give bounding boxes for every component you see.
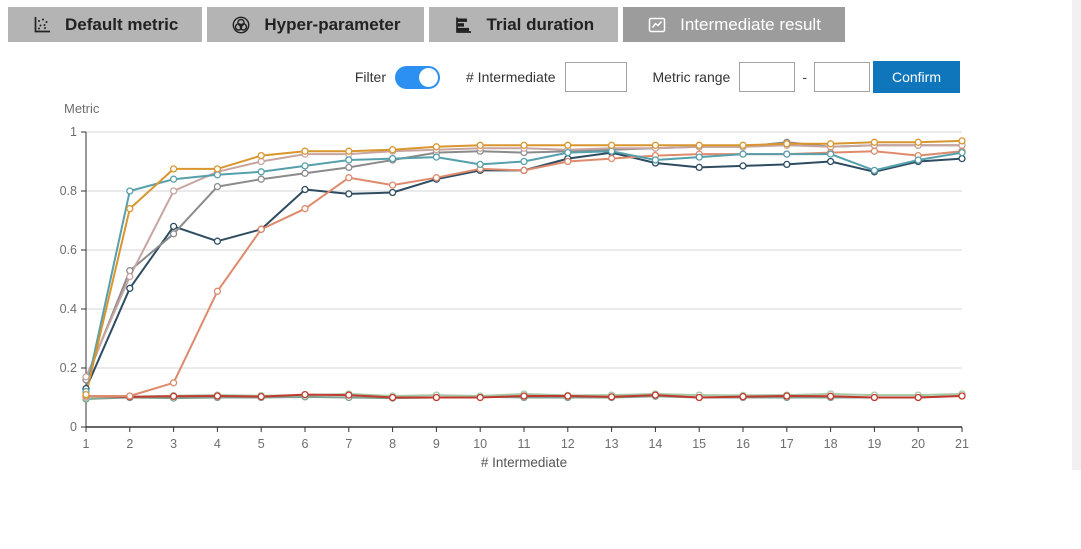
svg-text:11: 11 — [518, 437, 531, 451]
svg-text:5: 5 — [258, 437, 265, 451]
svg-text:0.8: 0.8 — [60, 184, 77, 198]
svg-text:# Intermediate: # Intermediate — [481, 455, 567, 470]
svg-text:20: 20 — [911, 437, 925, 451]
tab-label: Default metric — [65, 14, 179, 34]
metric-range-max-input[interactable] — [813, 62, 870, 92]
svg-text:4: 4 — [214, 437, 221, 451]
svg-text:16: 16 — [736, 437, 750, 451]
tab-label: Trial duration — [486, 14, 595, 34]
tab-bar: Default metric Hyper-parameter Trial durat… — [8, 7, 845, 42]
scatter-chart-icon — [32, 15, 52, 35]
svg-text:0.2: 0.2 — [60, 361, 77, 375]
filter-toggle[interactable] — [395, 65, 440, 89]
metric-range-min-input[interactable] — [739, 62, 796, 92]
metric-range-label: Metric range — [652, 69, 731, 85]
intermediate-result-chart[interactable]: Metric 0 0.2 0.4 0.6 0.8 1 1 2 3 4 5 6 7 8 9 10 11 12 13 14 1… — [0, 95, 1081, 490]
svg-text:17: 17 — [780, 437, 794, 451]
toggle-knob-icon — [419, 67, 438, 87]
svg-text:10: 10 — [473, 437, 487, 451]
tab-trial-duration[interactable]: Trial duration — [429, 7, 619, 42]
svg-text:0.6: 0.6 — [60, 243, 77, 257]
svg-text:3: 3 — [170, 437, 177, 451]
bar-chart-icon — [453, 15, 473, 35]
tab-intermediate-result[interactable]: Intermediate result — [623, 7, 845, 42]
tab-default-metric[interactable]: Default metric — [8, 7, 203, 42]
tab-label: Hyper-parameter — [264, 14, 401, 34]
filter-label: Filter — [354, 69, 386, 85]
svg-text:9: 9 — [433, 437, 440, 451]
svg-text:19: 19 — [867, 437, 881, 451]
svg-text:6: 6 — [302, 437, 309, 451]
intermediate-count-input[interactable] — [564, 62, 627, 92]
tab-label: Intermediate result — [680, 14, 821, 34]
range-separator: - — [802, 69, 807, 85]
svg-text:21: 21 — [955, 437, 969, 451]
svg-text:8: 8 — [389, 437, 396, 451]
svg-text:18: 18 — [824, 437, 838, 451]
svg-text:2: 2 — [126, 437, 133, 451]
tab-hyper-parameter[interactable]: Hyper-parameter — [207, 7, 425, 42]
svg-text:15: 15 — [692, 437, 706, 451]
svg-text:7: 7 — [345, 437, 352, 451]
svg-text:0: 0 — [70, 420, 77, 434]
line-chart-icon — [647, 15, 667, 35]
svg-text:12: 12 — [561, 437, 575, 451]
filter-bar: Filter # Intermediate Metric range - Con… — [355, 61, 960, 93]
svg-text:14: 14 — [648, 437, 662, 451]
venn-diagram-icon — [231, 15, 251, 35]
svg-text:1: 1 — [70, 125, 77, 139]
svg-text:Metric: Metric — [64, 101, 100, 116]
page-background-strip — [1072, 0, 1081, 470]
svg-text:13: 13 — [605, 437, 619, 451]
svg-text:1: 1 — [83, 437, 90, 451]
intermediate-count-label: # Intermediate — [466, 69, 556, 85]
svg-text:0.4: 0.4 — [60, 302, 77, 316]
confirm-button[interactable]: Confirm — [872, 61, 960, 93]
